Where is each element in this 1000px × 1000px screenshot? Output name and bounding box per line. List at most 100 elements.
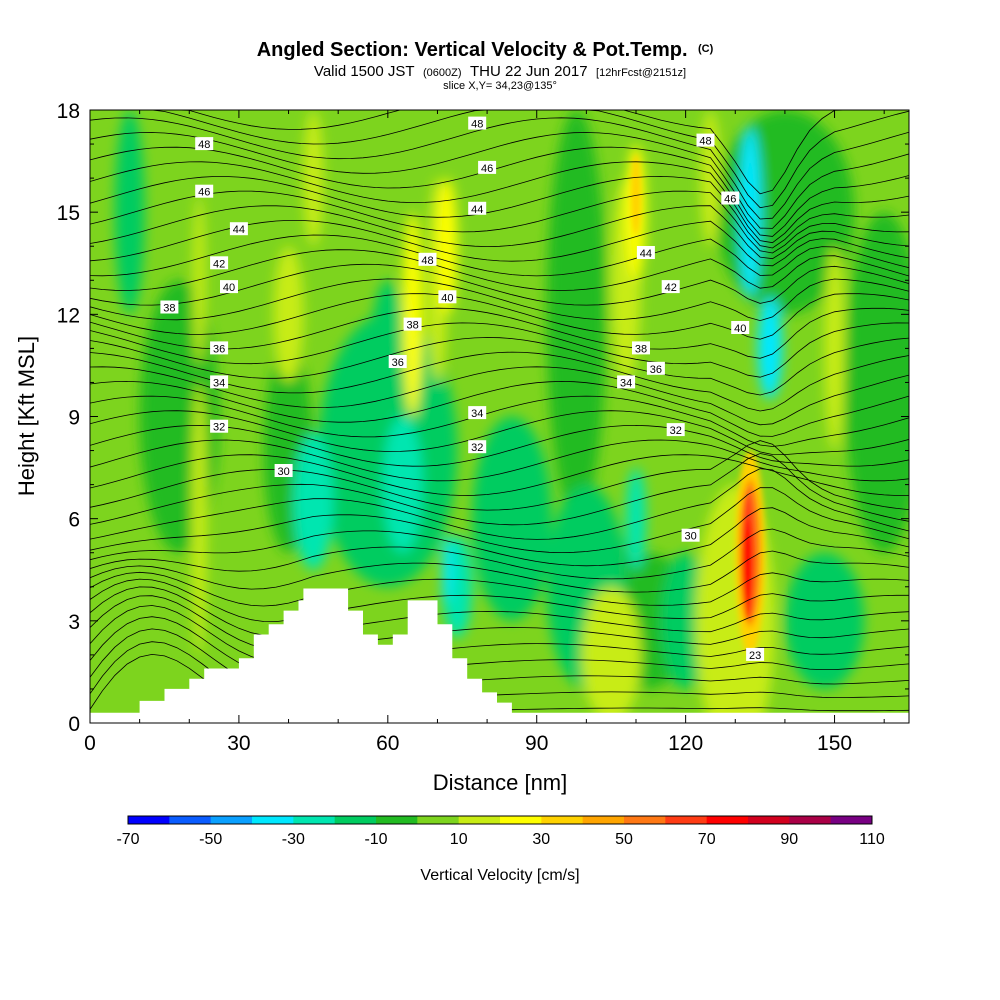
contour-label-12: 38	[160, 300, 179, 315]
svg-text:32: 32	[471, 442, 483, 454]
y-tick-label-3: 9	[68, 407, 80, 430]
theta-contour-lines	[90, 110, 909, 714]
velocity-cell-33	[402, 212, 423, 417]
colorbar-swatch-5	[334, 816, 377, 824]
contour-label-20: 44	[229, 222, 248, 236]
colorbar-label-1: -50	[199, 831, 222, 848]
colorbar-swatch-8	[458, 816, 501, 824]
svg-text:30: 30	[684, 531, 696, 543]
colorbar-swatch-3	[252, 816, 294, 824]
theta-contour-line-19	[90, 410, 909, 456]
velocity-cell-4	[844, 212, 909, 553]
contour-label-6: 34	[210, 375, 229, 389]
valid-date-text: THU 22 Jun 2017	[470, 63, 588, 80]
forecast-text: [12hrFcst@2151z]	[596, 67, 686, 79]
theta-contour-line-39	[90, 117, 909, 220]
y-axis-label: Height [Kft MSL]	[14, 336, 39, 496]
velocity-cell-31	[581, 586, 641, 723]
colorbar-label-9: 110	[859, 831, 885, 848]
plot-area: 2330303232323434343636363838384040404242…	[90, 110, 909, 723]
velocity-cell-21	[757, 297, 783, 400]
velocity-cell-28	[700, 110, 721, 247]
colorbar-label-8: 90	[780, 831, 798, 848]
x-tick-label-5: 150	[817, 732, 852, 755]
svg-text:40: 40	[223, 282, 235, 294]
velocity-cell-18	[626, 467, 646, 570]
theta-contour-line-29	[90, 263, 909, 306]
contour-label-17: 40	[731, 321, 750, 335]
velocity-cell-29	[824, 246, 845, 451]
svg-text:48: 48	[421, 255, 433, 267]
contour-label-14: 38	[632, 341, 650, 355]
y-tick-label-4: 12	[57, 304, 80, 327]
contour-label-18: 42	[210, 256, 229, 270]
theta-contour-line-10	[90, 528, 909, 580]
theta-contour-line-21	[90, 380, 909, 437]
colorbar-swatch-10	[541, 816, 584, 824]
vertical-velocity-field	[114, 110, 909, 723]
svg-text:40: 40	[441, 292, 453, 304]
x-tick-label-4: 120	[668, 732, 703, 755]
svg-text:32: 32	[213, 422, 225, 434]
contour-label-16: 40	[438, 290, 457, 304]
velocity-cell-15	[293, 433, 334, 570]
colorbar-label-5: 30	[532, 831, 550, 848]
theta-contour-line-8	[90, 571, 909, 607]
velocity-cell-35	[437, 178, 458, 315]
theta-contour-line-7	[90, 578, 909, 623]
colorbar-label-7: 70	[698, 831, 716, 848]
svg-text:40: 40	[734, 323, 746, 335]
velocity-cell-13	[114, 110, 145, 315]
colorbar-swatch-14	[706, 816, 749, 824]
contour-label-2: 30	[681, 528, 700, 543]
svg-text:32: 32	[670, 425, 682, 437]
theta-contour-line-17	[90, 439, 909, 482]
copyright-mark: (C)	[698, 43, 714, 55]
contour-label-28: 48	[696, 133, 715, 148]
colorbar-swatch-4	[293, 816, 336, 824]
contour-label-0: 23	[746, 647, 765, 662]
colorbar-swatch-2	[210, 816, 253, 824]
svg-text:Angled Section: Vertical Veloc: Angled Section: Vertical Velocity & Pot.…	[257, 39, 714, 61]
theta-contour-labels: 2330303232323434343636363838384040404242…	[160, 116, 765, 662]
contour-label-25: 46	[721, 191, 740, 206]
theta-contour-line-4	[90, 605, 909, 663]
colorbar-swatch-7	[417, 816, 460, 824]
theta-contour-line-37	[90, 146, 909, 237]
contour-label-3: 32	[210, 419, 229, 434]
colorbar: -70 -50 -30 -10 10 30 50 70 90 110	[116, 815, 885, 848]
contour-label-13: 38	[403, 317, 422, 332]
theta-contour-line-16	[90, 454, 909, 496]
velocity-cell-20	[739, 127, 762, 298]
contour-label-19: 42	[661, 280, 680, 294]
colorbar-swatch-1	[169, 816, 212, 824]
colorbar-label-4: 10	[450, 831, 468, 848]
svg-text:44: 44	[233, 224, 245, 236]
contour-label-10: 36	[388, 355, 407, 369]
contour-label-23: 46	[195, 184, 214, 199]
theta-contour-line-12	[90, 487, 909, 554]
contour-label-9: 36	[210, 341, 229, 355]
updraft-core	[631, 154, 766, 655]
theta-contour-line-14	[90, 453, 909, 526]
theta-contour-line-27	[90, 293, 909, 340]
theta-contour-line-38	[90, 132, 909, 229]
contour-label-27: 48	[468, 116, 487, 131]
svg-text:46: 46	[481, 163, 493, 175]
colorbar-swatch-0	[128, 816, 170, 824]
x-tick-label-0: 0	[84, 732, 96, 755]
theta-contour-line-9	[90, 550, 909, 593]
contour-label-15: 40	[220, 280, 238, 294]
theta-contour-line-22	[90, 366, 909, 426]
theta-contour-line-3	[90, 616, 909, 676]
colorbar-title: Vertical Velocity [cm/s]	[420, 867, 579, 884]
y-tick-label-1: 3	[68, 611, 80, 634]
y-tick-label-5: 15	[57, 202, 80, 225]
contour-label-26: 48	[195, 137, 214, 151]
contour-label-1: 30	[274, 464, 293, 478]
theta-contour-line-36	[90, 161, 909, 244]
theta-contour-line-24	[90, 337, 909, 396]
colorbar-swatch-13	[665, 816, 708, 824]
svg-text:42: 42	[213, 258, 225, 270]
contour-label-11: 36	[646, 361, 665, 376]
